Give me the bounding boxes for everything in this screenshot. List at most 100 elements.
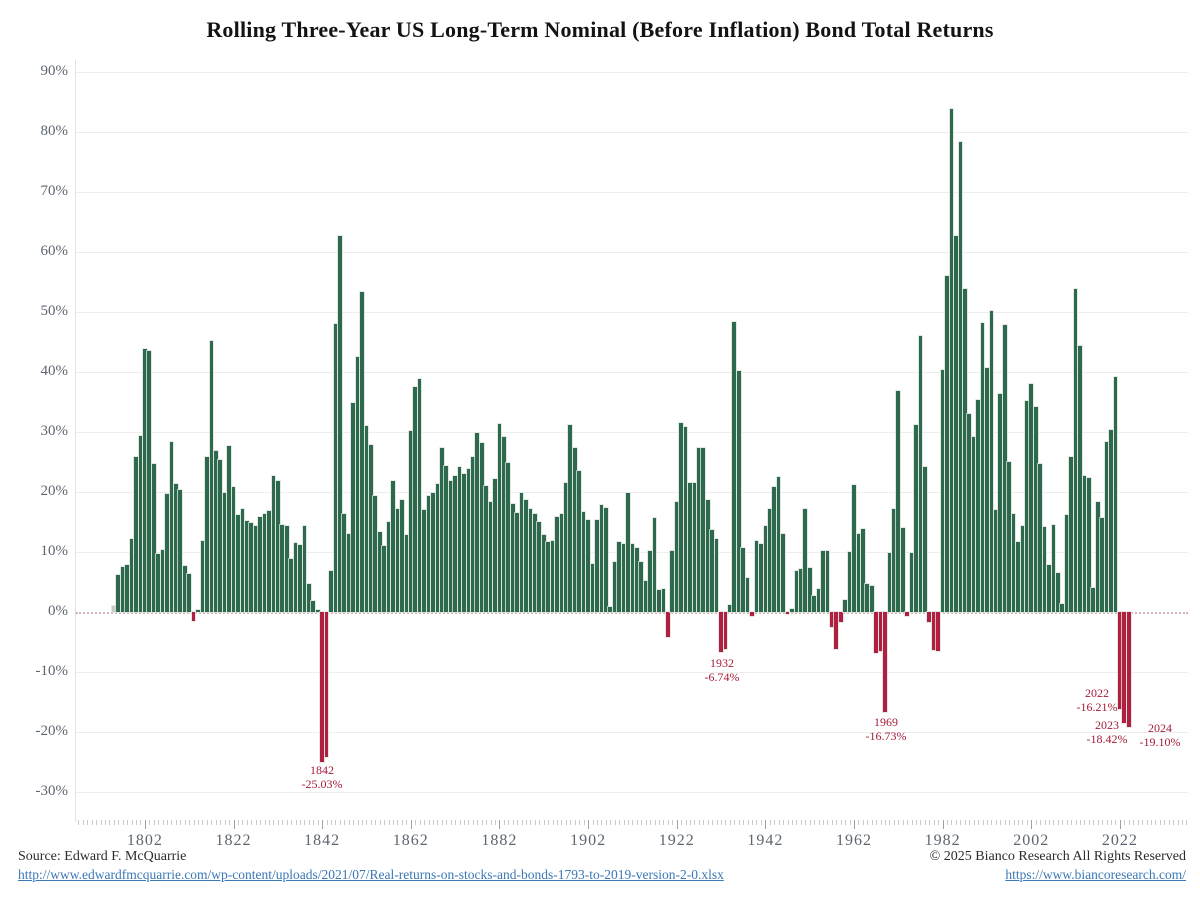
bar-1944 xyxy=(772,486,777,612)
x-minor-tick-1871 xyxy=(450,820,452,825)
x-minor-tick-1912 xyxy=(632,820,634,825)
x-minor-tick-1918 xyxy=(658,820,660,825)
source-link[interactable]: http://www.edwardfmcquarrie.com/wp-conte… xyxy=(18,867,724,882)
x-minor-tick-1911 xyxy=(627,820,629,825)
bar-1952 xyxy=(807,568,812,612)
copyright-link[interactable]: https://www.biancoresearch.com/ xyxy=(1005,867,1186,882)
bar-1856 xyxy=(382,546,387,612)
x-minor-tick-1896 xyxy=(561,820,563,825)
x-minor-tick-1875 xyxy=(468,820,470,825)
bar-1886 xyxy=(515,513,519,612)
x-minor-tick-2027 xyxy=(1142,820,1144,825)
bar-1921 xyxy=(670,551,675,612)
bar-1963 xyxy=(856,534,861,612)
bar-1835 xyxy=(289,558,293,612)
x-minor-tick-1999 xyxy=(1017,820,1019,825)
x-minor-tick-1901 xyxy=(583,820,585,825)
bar-2020 xyxy=(1109,429,1113,612)
bar-1795 xyxy=(112,606,116,612)
x-minor-tick-2024 xyxy=(1128,820,1130,825)
x-minor-tick-2010 xyxy=(1066,820,1068,825)
x-minor-tick-1940 xyxy=(756,820,758,825)
bar-1985 xyxy=(954,235,958,612)
x-minor-tick-1873 xyxy=(459,820,461,825)
x-minor-tick-1941 xyxy=(760,820,762,825)
x-minor-tick-1815 xyxy=(202,820,204,825)
x-minor-tick-1938 xyxy=(747,820,749,825)
bar-1946 xyxy=(781,534,785,612)
bar-1923 xyxy=(679,423,683,612)
y-tick-label--30: -30% xyxy=(35,783,69,799)
bar-1798 xyxy=(125,565,129,612)
x-minor-tick-1830 xyxy=(268,820,270,825)
gridline--20 xyxy=(76,732,1188,733)
x-tick-label-1842: 1842 xyxy=(304,832,341,849)
bar-2024 xyxy=(1126,612,1131,727)
x-minor-tick-1915 xyxy=(645,820,647,825)
bar-2013 xyxy=(1078,345,1082,612)
y-tick-label--20: -20% xyxy=(35,723,69,739)
bar-1949 xyxy=(794,570,799,612)
gridline-90 xyxy=(76,72,1188,73)
bar-1842 xyxy=(320,612,324,763)
bar-1840 xyxy=(311,600,316,612)
x-minor-tick-1931 xyxy=(716,820,718,825)
x-minor-tick-1963 xyxy=(858,820,860,825)
x-minor-tick-1860 xyxy=(401,820,403,825)
x-minor-tick-1943 xyxy=(769,820,771,825)
x-minor-tick-1797 xyxy=(122,820,124,825)
x-minor-tick-1814 xyxy=(198,820,200,825)
x-minor-tick-1823 xyxy=(237,820,239,825)
bar-1942 xyxy=(763,526,768,612)
x-minor-tick-1850 xyxy=(357,820,359,825)
x-minor-tick-1806 xyxy=(162,820,164,825)
bar-1868 xyxy=(435,484,440,612)
x-minor-tick-1793 xyxy=(104,820,106,825)
x-minor-tick-1981 xyxy=(938,820,940,825)
gridline-70 xyxy=(76,192,1188,193)
bar-1847 xyxy=(342,513,347,612)
y-tick-label-80: 80% xyxy=(40,123,69,139)
x-minor-tick-1973 xyxy=(902,820,904,825)
bar-2022 xyxy=(1118,612,1122,710)
x-minor-tick-1888 xyxy=(526,820,528,825)
bar-1897 xyxy=(564,483,568,612)
bar-1800 xyxy=(134,456,138,612)
gridline-30 xyxy=(76,432,1188,433)
x-minor-tick-1816 xyxy=(206,820,208,825)
x-minor-tick-1927 xyxy=(698,820,700,825)
x-minor-tick-1805 xyxy=(158,820,160,825)
bar-1881 xyxy=(493,479,497,612)
x-minor-tick-1817 xyxy=(211,820,213,825)
bar-1834 xyxy=(284,526,289,612)
x-minor-tick-1876 xyxy=(472,820,474,825)
bar-1846 xyxy=(338,236,342,612)
bar-1992 xyxy=(985,367,989,612)
x-minor-tick-1849 xyxy=(353,820,355,825)
y-tick-label-60: 60% xyxy=(40,243,69,259)
x-minor-tick-1804 xyxy=(153,820,155,825)
x-major-tick-1862 xyxy=(410,820,412,829)
bar-1813 xyxy=(191,612,196,621)
x-minor-tick-1949 xyxy=(796,820,798,825)
bar-1853 xyxy=(369,444,373,612)
x-minor-tick-1835 xyxy=(291,820,293,825)
chart-title: Rolling Three-Year US Long-Term Nominal … xyxy=(206,17,994,42)
bar-1808 xyxy=(169,441,174,612)
bar-2017 xyxy=(1095,501,1100,612)
bar-1945 xyxy=(776,477,781,612)
bar-1959 xyxy=(838,612,843,622)
x-minor-tick-2025 xyxy=(1133,820,1135,825)
x-tick-label-1982: 1982 xyxy=(924,832,961,849)
x-major-tick-1822 xyxy=(233,820,235,829)
bar-2019 xyxy=(1104,441,1109,612)
x-minor-tick-1984 xyxy=(951,820,953,825)
x-minor-tick-2008 xyxy=(1057,820,1059,825)
bar-1925 xyxy=(688,483,692,612)
bar-1903 xyxy=(590,564,595,612)
x-minor-tick-1976 xyxy=(916,820,918,825)
bar-1989 xyxy=(971,436,976,612)
x-minor-tick-1812 xyxy=(189,820,191,825)
bar-1900 xyxy=(577,471,582,612)
x-minor-tick-1929 xyxy=(707,820,709,825)
